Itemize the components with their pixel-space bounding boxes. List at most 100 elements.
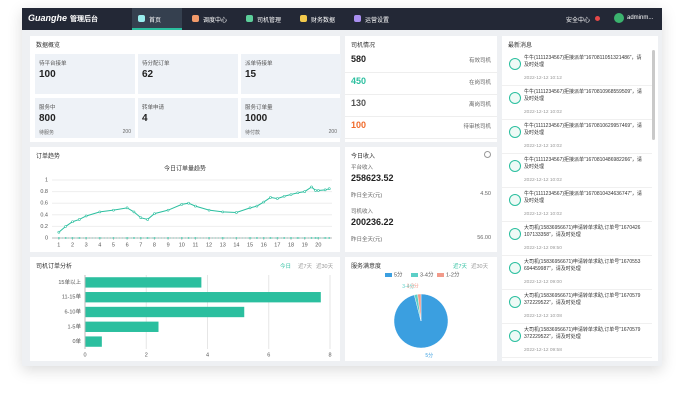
- message-item[interactable]: 牛牛(1111234567)拒接派单“1670810968559509”，请及时…: [502, 86, 652, 120]
- point: [221, 210, 225, 214]
- point: [98, 210, 102, 214]
- nav-item[interactable]: 调度中心: [186, 8, 236, 30]
- nav-item[interactable]: 财务数据: [294, 8, 344, 30]
- point: [310, 237, 313, 239]
- nav-item[interactable]: 司机管理: [240, 8, 290, 30]
- point: [314, 189, 317, 192]
- nav-label: 财务数据: [311, 18, 336, 24]
- card-label: 待分配订单: [142, 61, 170, 67]
- card-sub-label: 待付款: [245, 130, 261, 136]
- point: [314, 237, 317, 239]
- point: [133, 237, 135, 239]
- card-value: 800: [39, 113, 56, 124]
- message-item[interactable]: 大司机(15836956671)申请转单求助,订单号“1670579372229…: [502, 324, 652, 358]
- point: [296, 191, 300, 195]
- nav-icon: [300, 15, 307, 22]
- card-label: 待平台接单: [39, 61, 67, 67]
- logo: Guanghe: [28, 13, 68, 23]
- message-time: 2022-12-12 10:02: [524, 178, 562, 183]
- tab[interactable]: 近7天: [453, 264, 468, 270]
- chart-title: 今日订单量趋势: [164, 165, 206, 173]
- message-item[interactable]: 牛牛(1111234567)拒接派单“1670811051321486”，请及时…: [502, 52, 652, 86]
- driver-label: 有效司机: [468, 58, 491, 64]
- trend-panel: 订单趋势 今日订单量趋势 0 0.2 0.4 0.6 0.8 1 1 2 3 4 5 6 7 8 9 10 11 1…: [30, 147, 340, 252]
- x-tick-label: 4: [206, 352, 209, 358]
- point: [71, 237, 74, 239]
- point: [187, 201, 190, 205]
- card-value: 1000: [245, 113, 268, 124]
- message-text: 牛牛(1111234567)拒接派单“1670810434636747”，请及时…: [524, 191, 642, 204]
- x-tick-label: 12: [206, 242, 212, 248]
- x-tick-label: 17: [274, 242, 280, 248]
- message-item[interactable]: 牛牛(1111234567)拒接派单“1670810434636747”，请及时…: [502, 188, 652, 222]
- point: [262, 200, 266, 204]
- driver-count: 130: [351, 98, 367, 108]
- message-item[interactable]: 大司机(15836956671)申请转单求助,订单号“1670426107133…: [502, 222, 652, 256]
- tab[interactable]: 今日: [280, 264, 292, 270]
- bar: [85, 292, 321, 303]
- security-label: 安全中心: [566, 18, 591, 24]
- badge: [595, 16, 600, 21]
- income-label: 司机收入: [351, 209, 374, 215]
- user[interactable]: adminm...: [627, 15, 654, 21]
- divider: [345, 72, 497, 73]
- slice-label: 3-4分: [402, 283, 414, 290]
- point: [126, 237, 129, 239]
- app-title: 管理后台: [70, 16, 98, 23]
- x-tick-label: 14: [233, 242, 239, 248]
- point: [132, 210, 136, 214]
- stat-card: 服务订单量 1000 待付款 200: [241, 98, 341, 138]
- panel-title: 司机订单分析: [36, 264, 73, 270]
- point: [167, 237, 169, 239]
- message-icon: [509, 58, 521, 70]
- tab[interactable]: 近30天: [471, 264, 489, 270]
- message-item[interactable]: 大司机(15836956671)申请转单求助,订单号“1670553694459…: [502, 256, 652, 290]
- panel-title: 今日收入: [351, 154, 376, 160]
- nav-label: 调度中心: [203, 18, 228, 24]
- info-icon[interactable]: [484, 151, 491, 158]
- security[interactable]: 安全中心: [566, 15, 590, 24]
- message-time: 2022-12-12 10:02: [524, 144, 562, 149]
- messages-panel: 最新消息 牛牛(1111234567)拒接派单“1670811051321486…: [502, 36, 658, 361]
- point: [324, 237, 327, 239]
- point: [249, 237, 251, 239]
- y-tick-label: 6-10单: [64, 307, 81, 315]
- point: [146, 237, 149, 239]
- x-tick-label: 7: [139, 242, 142, 248]
- point: [98, 237, 101, 239]
- message-item[interactable]: 大司机(15836956671)申请转单求助,订单号“1670579372229…: [502, 290, 652, 324]
- message-item[interactable]: 牛牛(1111234567)拒接派单“1670810486982266”，请及时…: [502, 154, 652, 188]
- y-tick-label: 15单以上: [58, 278, 81, 286]
- message-text: 牛牛(1111234567)拒接派单“1670810968559509”，请及时…: [524, 89, 642, 102]
- slice-label: 5分: [425, 352, 433, 359]
- point: [153, 237, 156, 239]
- point: [139, 216, 143, 220]
- point: [64, 225, 67, 228]
- y-tick-label: 0: [45, 235, 48, 241]
- bar-panel: 司机订单分析 0 2 4 6 8 15单以上 11-15单 6-10单 1-5单 0单 今日 近7天近…: [30, 257, 340, 361]
- nav-item[interactable]: 首页: [132, 8, 182, 30]
- point: [262, 237, 265, 239]
- tab[interactable]: 近30天: [316, 264, 334, 270]
- x-tick-label: 20: [315, 242, 321, 248]
- tab[interactable]: 近7天: [298, 264, 313, 270]
- divider: [345, 138, 497, 139]
- message-item[interactable]: 牛牛(1111234567)拒接派单“1670810629957469”，请及时…: [502, 120, 652, 154]
- point: [112, 237, 115, 239]
- stat-card: 服务中 800 待服务 200: [35, 98, 135, 138]
- nav-item[interactable]: 运营设置: [348, 8, 398, 30]
- stat-card: 待平台接单 100: [35, 54, 135, 94]
- point: [166, 208, 170, 212]
- card-value: 62: [142, 69, 154, 80]
- message-text: 牛牛(1111234567)拒接派单“1670811051321486”，请及时…: [524, 55, 642, 68]
- scrollbar[interactable]: [652, 50, 655, 140]
- y-tick-label: 0.4: [40, 212, 48, 218]
- top-bar: Guanghe 管理后台 首页 调度中心 司机管理 财务数据 运营设置 安全中心 adm…: [22, 8, 662, 30]
- x-tick-label: 4: [98, 242, 101, 248]
- point: [139, 237, 142, 239]
- nav-icon: [246, 15, 253, 22]
- x-tick-label: 19: [302, 242, 308, 248]
- prev-value: 4.50: [480, 191, 491, 197]
